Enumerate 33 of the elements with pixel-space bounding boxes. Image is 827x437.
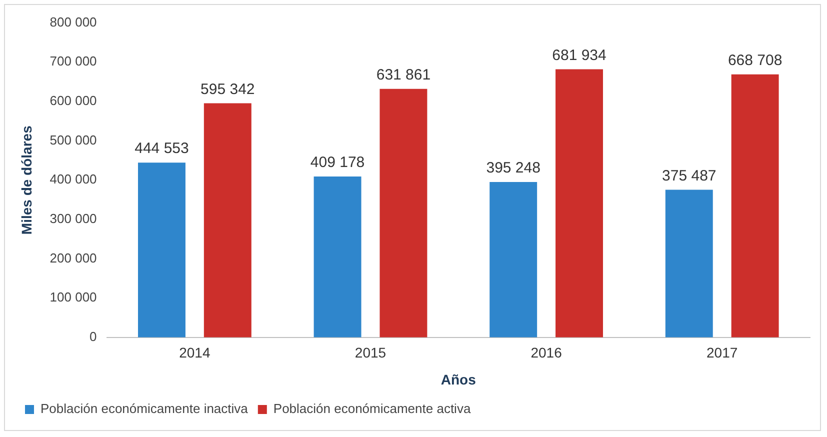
data-label: 595 342 — [200, 80, 255, 98]
bar — [380, 88, 428, 338]
bar — [138, 162, 186, 338]
data-label: 668 708 — [728, 52, 782, 70]
y-tick-label: 800 000 — [50, 14, 97, 30]
data-label: 395 248 — [486, 160, 540, 177]
y-tick-label: 100 000 — [50, 290, 97, 305]
x-tick-label: 2017 — [706, 344, 738, 361]
data-label: 681 934 — [552, 46, 606, 64]
x-tick-label: 2014 — [179, 344, 210, 361]
bar — [204, 103, 252, 338]
x-tick-label: 2015 — [354, 344, 386, 361]
y-tick-label: 700 000 — [50, 54, 97, 69]
x-axis-title: Años — [440, 371, 476, 388]
y-tick-label: 400 000 — [50, 172, 97, 187]
bar — [314, 176, 362, 338]
data-label: 631 861 — [376, 66, 431, 84]
data-label: 375 487 — [662, 167, 716, 184]
x-tick-label: 2016 — [530, 344, 562, 361]
legend-label: Población económicamente inactiva — [40, 401, 249, 416]
y-tick-label: 500 000 — [50, 132, 97, 148]
data-label: 409 178 — [310, 154, 365, 172]
bar — [665, 190, 713, 338]
bar — [556, 69, 603, 338]
data-label: 444 553 — [134, 140, 189, 158]
legend-label: Población económicamente activa — [273, 401, 472, 416]
y-tick-label: 300 000 — [50, 211, 97, 226]
y-tick-label: 200 000 — [50, 250, 97, 266]
y-tick-label: 600 000 — [50, 93, 97, 108]
y-tick-label: 0 — [90, 328, 97, 344]
bar — [490, 182, 538, 338]
bar — [731, 74, 779, 338]
y-axis-title: Miles de dólares — [18, 125, 34, 235]
